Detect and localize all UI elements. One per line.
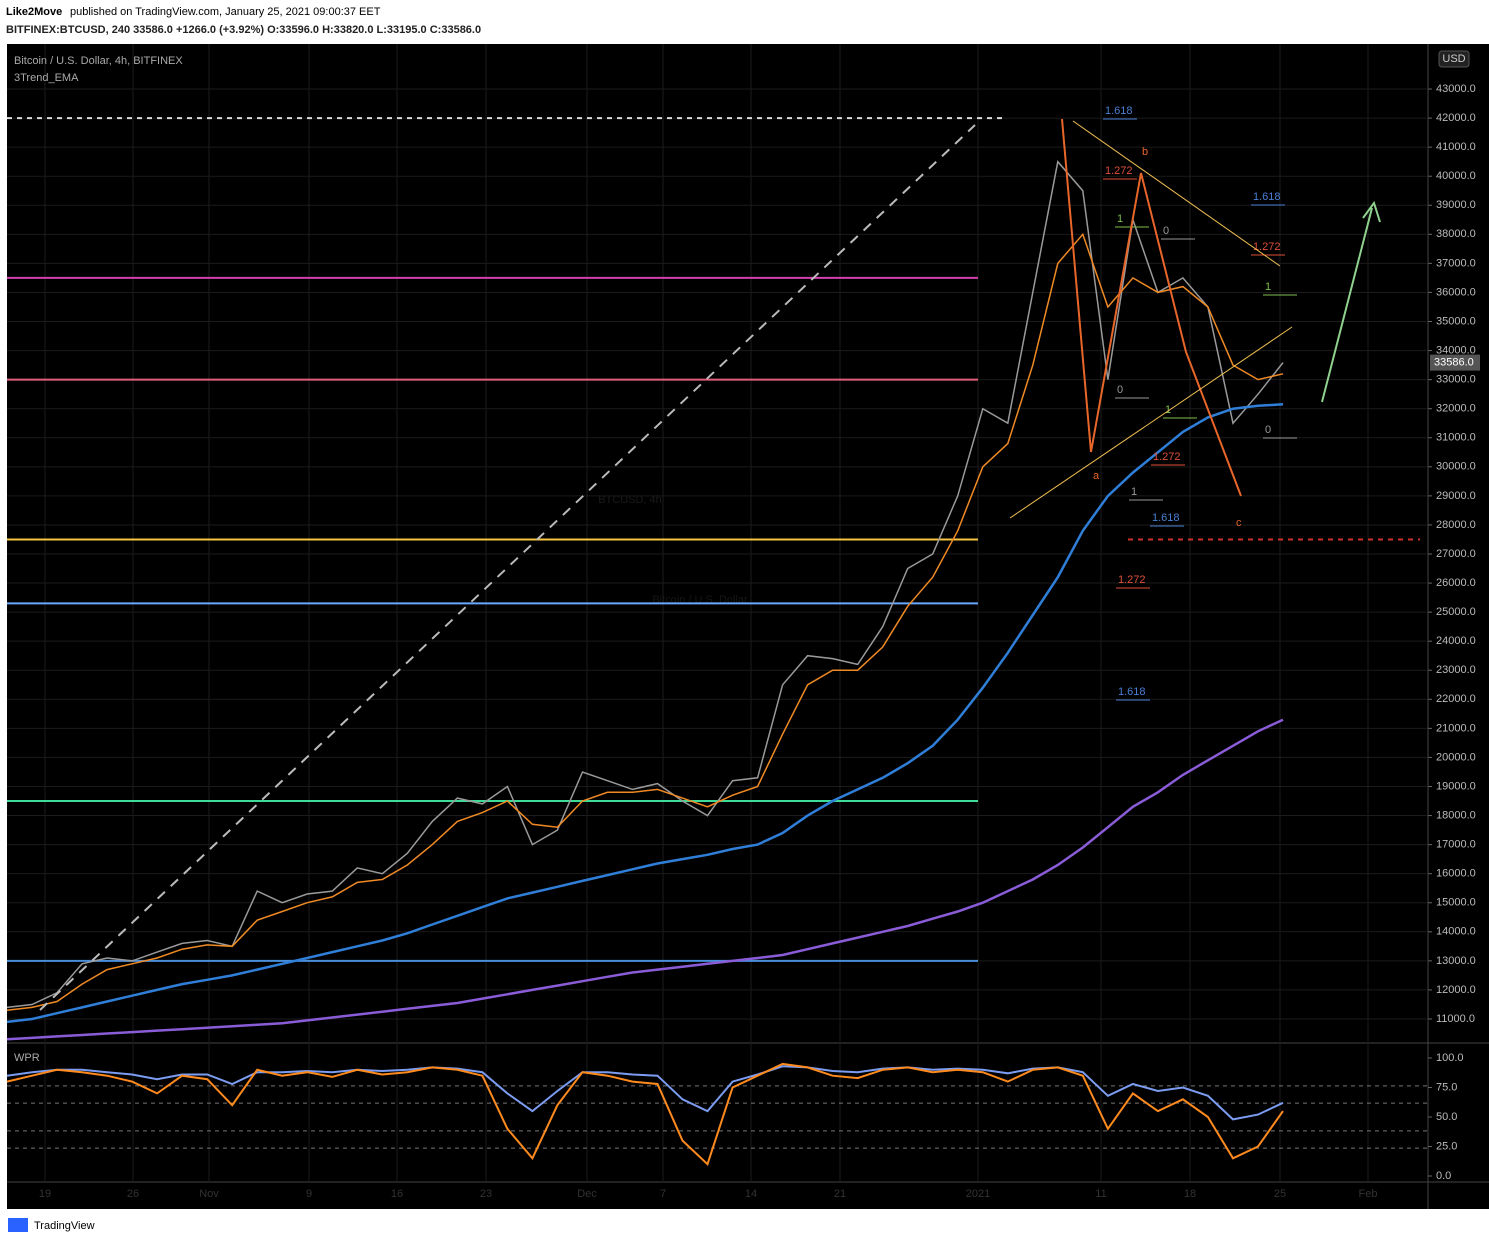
x-tick-label: 7 xyxy=(660,1188,666,1200)
watermark: BTCUSD, 4h xyxy=(598,494,662,506)
y-tick-label: 31000.0 xyxy=(1436,432,1476,444)
y-tick-label: 12000.0 xyxy=(1436,984,1476,996)
annotation: 1 xyxy=(1117,213,1123,225)
annotation: 1.272 xyxy=(1118,574,1146,586)
chart-title: Bitcoin / U.S. Dollar, 4h, BITFINEX xyxy=(14,55,183,67)
y-tick-label: 28000.0 xyxy=(1436,519,1476,531)
price-line xyxy=(6,232,1284,1012)
x-tick-label: 18 xyxy=(1184,1188,1196,1200)
y-tick-label: 25.0 xyxy=(1436,1140,1457,1152)
y-tick-label: 36000.0 xyxy=(1436,286,1476,298)
y-tick-label: 0.0 xyxy=(1436,1170,1451,1182)
y-tick-label: 21000.0 xyxy=(1436,722,1476,734)
y-tick-label: 23000.0 xyxy=(1436,664,1476,676)
annotation: 1.618 xyxy=(1105,105,1133,117)
y-tick-label: 50.0 xyxy=(1436,1111,1457,1123)
y-tick-label: 34000.0 xyxy=(1436,344,1476,356)
currency-box[interactable] xyxy=(1438,50,1470,68)
annotation: 0 xyxy=(1265,424,1271,436)
annotation: 1 xyxy=(1131,486,1137,498)
price-line xyxy=(6,160,1284,1009)
annotation: 1.618 xyxy=(1152,512,1180,524)
x-tick-label: 14 xyxy=(745,1188,757,1200)
wpr-line xyxy=(6,1062,1284,1167)
y-tick-label: 26000.0 xyxy=(1436,577,1476,589)
x-tick-label: Feb xyxy=(1359,1188,1378,1200)
y-tick-label: 16000.0 xyxy=(1436,868,1476,880)
y-tick-label: 32000.0 xyxy=(1436,403,1476,415)
x-tick-label: 21 xyxy=(834,1188,846,1200)
annotation: 1 xyxy=(1165,404,1171,416)
trend-line xyxy=(1072,120,1281,267)
symbol-line: BITFINEX:BTCUSD, 240 33586.0 +1266.0 (+3… xyxy=(6,24,481,36)
annotation: a xyxy=(1093,470,1100,482)
x-tick-label: 25 xyxy=(1274,1188,1286,1200)
logo xyxy=(8,1218,28,1232)
y-tick-label: 42000.0 xyxy=(1436,112,1476,124)
y-tick-label: 24000.0 xyxy=(1436,635,1476,647)
annotation: 0 xyxy=(1117,384,1123,396)
price-line xyxy=(6,718,1284,1041)
y-tick-label: 19000.0 xyxy=(1436,780,1476,792)
y-tick-label: 11000.0 xyxy=(1436,1013,1475,1025)
y-tick-label: 18000.0 xyxy=(1436,809,1476,821)
annotation: 1.618 xyxy=(1118,686,1146,698)
currency[interactable]: USD xyxy=(1442,53,1465,65)
x-tick-label: 23 xyxy=(480,1188,492,1200)
annotation: 1.618 xyxy=(1253,191,1281,203)
chart-subtitle: 3Trend_EMA xyxy=(14,72,79,84)
annotation: 1.272 xyxy=(1153,451,1181,463)
x-tick-label: Nov xyxy=(199,1188,219,1200)
y-tick-label: 17000.0 xyxy=(1436,839,1476,851)
y-tick-label: 75.0 xyxy=(1436,1081,1457,1093)
wpr-title: WPR xyxy=(14,1052,40,1064)
publisher: Like2Move xyxy=(6,6,62,18)
arrow-head xyxy=(1362,200,1381,223)
chart-area xyxy=(7,44,1489,1209)
x-tick-label: 16 xyxy=(391,1188,403,1200)
y-tick-label: 27000.0 xyxy=(1436,548,1476,560)
published: published on TradingView.com, January 25… xyxy=(70,6,381,18)
x-tick-label: 9 xyxy=(306,1188,312,1200)
annotation: c xyxy=(1236,517,1242,529)
y-tick-label: 41000.0 xyxy=(1436,141,1476,153)
annotation: 1.272 xyxy=(1105,165,1133,177)
y-tick-label: 100.0 xyxy=(1436,1052,1464,1064)
last-price-label: 33586.0 xyxy=(1434,357,1474,369)
y-tick-label: 30000.0 xyxy=(1436,461,1476,473)
y-tick-label: 29000.0 xyxy=(1436,490,1476,502)
price-line xyxy=(6,403,1284,1024)
wpr-line xyxy=(6,1065,1284,1121)
y-tick-label: 35000.0 xyxy=(1436,315,1476,327)
y-tick-label: 40000.0 xyxy=(1436,170,1476,182)
x-tick-label: 11 xyxy=(1095,1188,1106,1200)
annotation: b xyxy=(1142,146,1148,158)
y-tick-label: 33000.0 xyxy=(1436,374,1476,386)
y-tick-label: 39000.0 xyxy=(1436,199,1476,211)
y-tick-label: 22000.0 xyxy=(1436,693,1476,705)
y-tick-label: 15000.0 xyxy=(1436,897,1476,909)
y-tick-label: 25000.0 xyxy=(1436,606,1476,618)
annotation: 1 xyxy=(1265,281,1271,293)
y-tick-label: 14000.0 xyxy=(1436,926,1476,938)
y-tick-label: 43000.0 xyxy=(1436,83,1476,95)
arrow xyxy=(1321,207,1373,403)
y-tick-label: 20000.0 xyxy=(1436,751,1476,763)
y-tick-label: 13000.0 xyxy=(1436,955,1476,967)
y-tick-label: 38000.0 xyxy=(1436,228,1476,240)
brand: TradingView xyxy=(34,1220,95,1232)
y-tick-label: 37000.0 xyxy=(1436,257,1476,269)
last-price-box xyxy=(1430,354,1480,371)
x-tick-label: 26 xyxy=(127,1188,139,1200)
x-tick-label: 2021 xyxy=(966,1188,990,1200)
x-tick-label: Dec xyxy=(577,1188,597,1200)
trend-line xyxy=(1009,326,1293,519)
annotation: 0 xyxy=(1163,225,1169,237)
annotation: 1.272 xyxy=(1253,241,1281,253)
x-tick-label: 19 xyxy=(39,1188,51,1200)
wave-line xyxy=(1061,118,1242,497)
